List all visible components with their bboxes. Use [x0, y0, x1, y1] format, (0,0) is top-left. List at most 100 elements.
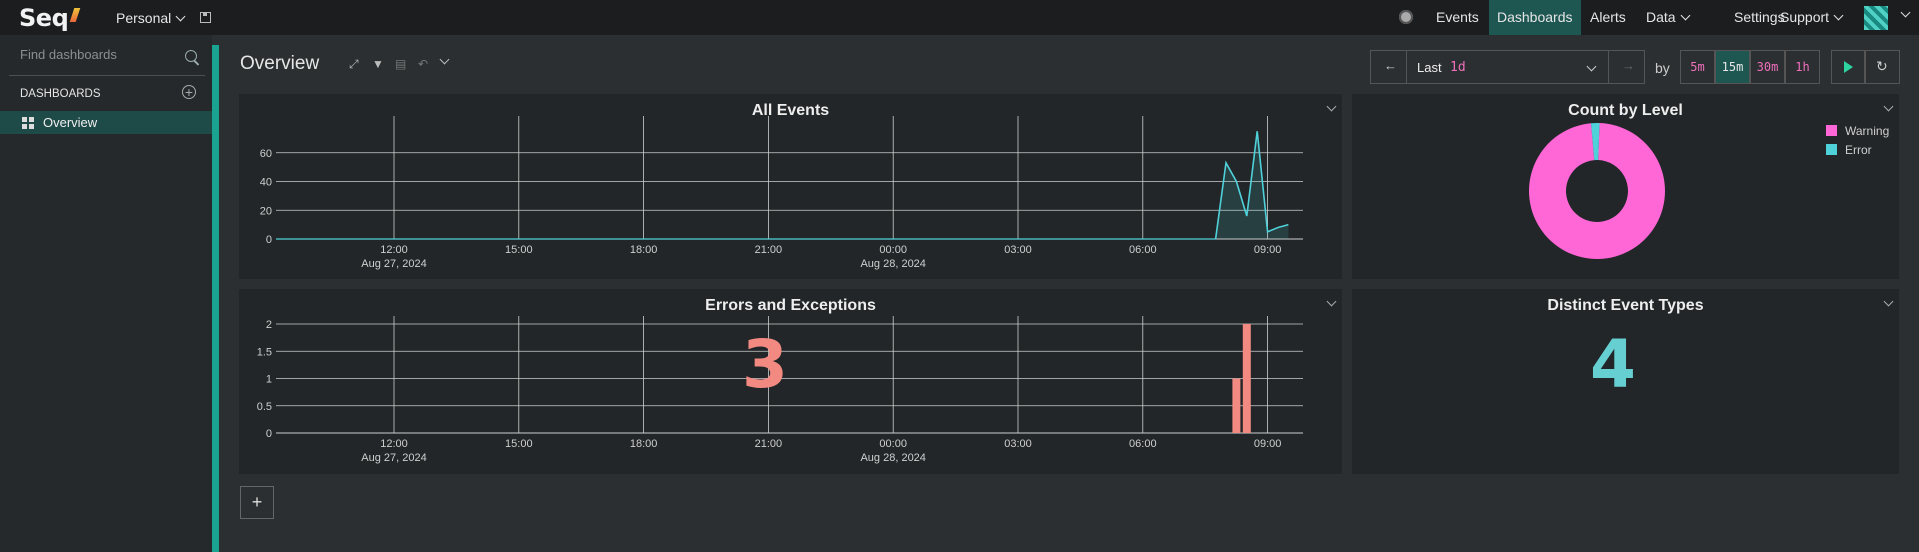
- chevron-down-icon: [1833, 10, 1844, 21]
- previous-range-button[interactable]: ←: [1370, 50, 1407, 84]
- x-tick-label: 03:00: [1004, 438, 1032, 450]
- x-date-label: Aug 28, 2024: [860, 258, 925, 270]
- refresh-icon: ↻: [1876, 58, 1888, 74]
- workspace-selector[interactable]: Personal: [116, 10, 186, 26]
- by-label: by: [1655, 60, 1670, 76]
- x-tick-label: 12:00: [380, 438, 408, 450]
- nav-alerts[interactable]: Alerts: [1590, 9, 1626, 25]
- expand-icon[interactable]: ⤢: [349, 57, 359, 71]
- x-date-label: Aug 27, 2024: [361, 452, 426, 464]
- app-logo[interactable]: Seq: [19, 4, 69, 32]
- nav-support-label: Support: [1780, 9, 1830, 25]
- logo-mark-icon: [69, 8, 81, 22]
- y-tick-label: 1.5: [257, 346, 272, 358]
- divider: [9, 75, 205, 76]
- y-tick-label: 2: [266, 319, 272, 331]
- save-icon[interactable]: ▤: [395, 57, 407, 71]
- time-range-prefix: Last: [1417, 60, 1442, 75]
- filter-icon[interactable]: ▼: [372, 57, 384, 71]
- next-range-button[interactable]: →: [1608, 50, 1645, 84]
- granularity-15m[interactable]: 15m: [1715, 50, 1750, 84]
- x-tick-label: 21:00: [755, 438, 783, 450]
- x-tick-label: 12:00: [380, 244, 408, 256]
- count-by-level-chart: Warning Error: [1529, 123, 1889, 260]
- legend-label: Error: [1845, 143, 1872, 157]
- search-icon[interactable]: [185, 50, 197, 62]
- workspace-label: Personal: [116, 10, 172, 26]
- x-tick-label: 03:00: [1004, 244, 1032, 256]
- legend-swatch: [1826, 125, 1837, 136]
- pie-slice-warning: [1529, 123, 1665, 260]
- panel-all-events: All Events 0 20 40 60 12:00 15:00 18:00 21:00 00…: [239, 94, 1342, 279]
- refresh-button[interactable]: ↻: [1865, 50, 1900, 84]
- chevron-down-icon[interactable]: [1900, 7, 1911, 18]
- sidebar-item-overview[interactable]: Overview: [0, 111, 212, 134]
- granularity-5m[interactable]: 5m: [1680, 50, 1715, 84]
- x-tick-label: 18:00: [630, 438, 658, 450]
- nav-support[interactable]: Support: [1772, 0, 1850, 35]
- series-area: [1215, 131, 1289, 239]
- top-bar: Seq Personal Events Dashboards Alerts Da…: [0, 0, 1919, 35]
- y-tick-label: 1: [266, 374, 272, 386]
- error-bar: [1242, 324, 1251, 433]
- panel-title: Distinct Event Types: [1547, 297, 1704, 314]
- x-tick-label: 06:00: [1129, 438, 1157, 450]
- page-title: Overview: [240, 53, 320, 74]
- arrow-right-icon: →: [1622, 58, 1635, 73]
- x-tick-label: 06:00: [1129, 244, 1157, 256]
- panel-count-by-level: Count by Level Warning Error: [1352, 94, 1899, 279]
- chevron-down-icon: [175, 11, 186, 22]
- x-tick-label: 00:00: [879, 244, 907, 256]
- x-tick-label: 18:00: [630, 244, 658, 256]
- x-tick-label: 09:00: [1254, 244, 1282, 256]
- time-range-select[interactable]: Last 1d: [1406, 50, 1609, 84]
- nav-dashboards[interactable]: Dashboards: [1489, 0, 1581, 35]
- chevron-down-icon: [1586, 61, 1597, 72]
- granularity-30m[interactable]: 30m: [1750, 50, 1785, 84]
- nav-data-label: Data: [1646, 9, 1676, 25]
- x-tick-label: 15:00: [505, 438, 533, 450]
- all-events-chart: 0 20 40 60 12:00 15:00 18:00 21:00 00:00 03:00 06:…: [260, 116, 1303, 270]
- chevron-down-icon[interactable]: [439, 54, 450, 69]
- errors-chart: 0 0.5 1 1.5 2 12:00 15:00 18:00 21:00 00:00 03:00 0…: [257, 316, 1303, 464]
- nav-settings[interactable]: Settings: [1734, 9, 1785, 25]
- search-input[interactable]: Find dashboards: [20, 47, 117, 62]
- nav-data[interactable]: Data: [1638, 0, 1697, 35]
- y-tick-label: 20: [260, 205, 272, 217]
- sidebar-heading: DASHBOARDS: [20, 88, 101, 100]
- x-date-label: Aug 28, 2024: [860, 452, 925, 464]
- panel-title: Errors and Exceptions: [705, 297, 876, 314]
- granularity-1h[interactable]: 1h: [1785, 50, 1820, 84]
- sidebar-resize-handle[interactable]: [212, 45, 219, 552]
- x-tick-label: 15:00: [505, 244, 533, 256]
- panel-errors-exceptions: Errors and Exceptions 0 0.5 1 1.5 2 12:00 15:0…: [239, 289, 1342, 474]
- arrow-left-icon: ←: [1384, 58, 1397, 73]
- user-avatar[interactable]: [1864, 6, 1888, 30]
- save-icon[interactable]: [200, 12, 211, 23]
- pie-slice-error: [1591, 123, 1600, 161]
- legend-label: Warning: [1845, 124, 1889, 138]
- error-bar: [1232, 378, 1241, 433]
- add-panel-button[interactable]: +: [240, 486, 274, 519]
- undo-icon[interactable]: ↶: [418, 57, 429, 71]
- panel-title: All Events: [751, 102, 830, 119]
- nav-events[interactable]: Events: [1436, 9, 1479, 25]
- y-tick-label: 40: [260, 177, 272, 189]
- errors-count-value: 3: [742, 326, 788, 403]
- y-tick-label: 60: [260, 148, 272, 160]
- add-dashboard-icon[interactable]: +: [182, 85, 196, 99]
- y-tick-label: 0.5: [257, 401, 272, 413]
- y-tick-label: 0: [266, 234, 272, 246]
- play-icon: [1844, 61, 1853, 73]
- time-range-value: 1d: [1450, 60, 1466, 75]
- x-date-label: Aug 27, 2024: [361, 258, 426, 270]
- chevron-down-icon: [1680, 10, 1691, 21]
- x-tick-label: 09:00: [1254, 438, 1282, 450]
- series-line: [1214, 131, 1289, 240]
- status-indicator-icon[interactable]: [1399, 10, 1413, 24]
- y-tick-label: 0: [266, 428, 272, 440]
- x-tick-label: 21:00: [755, 244, 783, 256]
- distinct-count-value: 4: [1590, 326, 1636, 403]
- x-tick-label: 00:00: [879, 438, 907, 450]
- play-button[interactable]: [1831, 50, 1865, 84]
